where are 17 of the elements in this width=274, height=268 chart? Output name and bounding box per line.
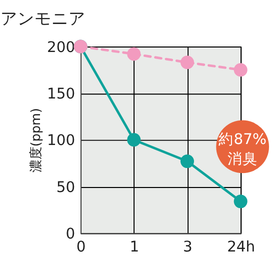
- point: [234, 63, 248, 77]
- point: [127, 133, 141, 147]
- point: [180, 154, 194, 168]
- y-tick-label: 50: [56, 178, 76, 196]
- y-tick-label: 100: [47, 132, 76, 150]
- x-tick-label: 24h: [227, 238, 256, 256]
- x-tick-label: 3: [183, 238, 192, 256]
- point: [180, 56, 194, 70]
- y-tick-label: 0: [66, 226, 76, 243]
- x-tick-label: 1: [130, 238, 140, 256]
- y-tick-label: 200: [47, 38, 76, 56]
- chart-title: アンモニア: [0, 8, 86, 28]
- y-tick-label: 150: [47, 86, 76, 103]
- annotation: 約87% 消臭: [218, 130, 266, 168]
- y-axis-title: 濃度(ppm): [28, 108, 44, 173]
- point: [127, 47, 141, 61]
- point: [234, 194, 248, 208]
